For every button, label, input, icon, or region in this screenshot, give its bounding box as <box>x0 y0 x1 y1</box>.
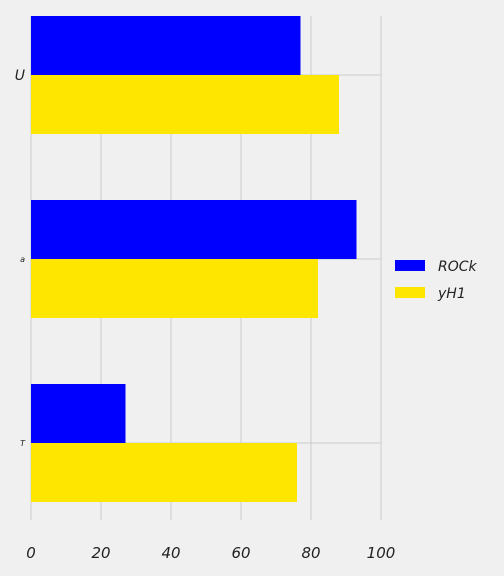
bar-yH1-U <box>31 75 339 134</box>
y-axis-tick-labels: Ua T <box>15 68 26 448</box>
x-tick-label: 0 <box>26 544 36 562</box>
legend-label-ROCk: ROCk <box>438 259 478 275</box>
y-tick-label: U <box>15 68 25 84</box>
x-tick-label: 40 <box>161 544 180 562</box>
x-tick-label: 20 <box>91 544 110 562</box>
legend-swatch-ROCk <box>395 260 425 271</box>
bar-yH1-a <box>31 259 318 318</box>
y-tick-label: T <box>20 439 26 448</box>
x-tick-label: 60 <box>231 544 250 562</box>
bar-ROCk-a <box>31 200 357 259</box>
x-axis-tick-labels: 0 20 40 60 80 100 <box>26 544 395 562</box>
bar-yH1-T <box>31 443 297 502</box>
x-tick-label: 80 <box>301 544 320 562</box>
x-tick-label: 100 <box>367 544 396 562</box>
bars <box>31 16 357 502</box>
y-tick-label: a <box>20 255 25 264</box>
bar-ROCk-T <box>31 384 126 443</box>
legend-swatch-yH1 <box>395 287 425 298</box>
bar-ROCk-U <box>31 16 301 75</box>
legend-label-yH1: yH1 <box>437 286 466 302</box>
legend: ROCk yH1 <box>395 259 478 302</box>
